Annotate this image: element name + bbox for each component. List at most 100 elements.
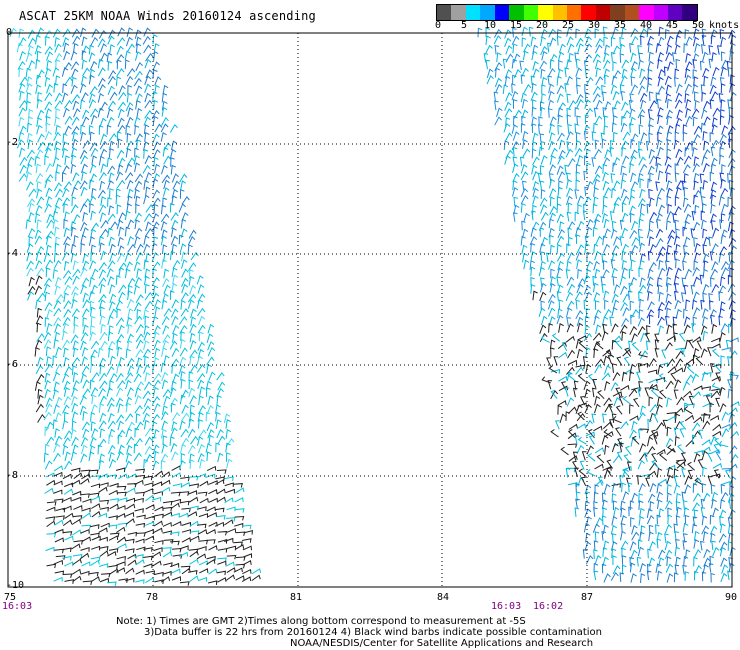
wind-barb <box>522 228 529 239</box>
wind-barb <box>658 308 664 319</box>
wind-barb <box>693 172 700 183</box>
wind-barb <box>207 429 215 439</box>
wind-barb <box>26 92 32 102</box>
wind-barb <box>539 332 548 343</box>
wind-barb <box>198 405 206 415</box>
wind-barb <box>44 301 53 311</box>
wind-barb <box>556 213 564 223</box>
wind-barb <box>27 139 34 150</box>
wind-barb <box>603 540 610 551</box>
wind-barb <box>657 364 664 375</box>
wind-barb <box>170 358 179 368</box>
wind-barb <box>683 316 691 326</box>
wind-barb <box>595 340 604 350</box>
wind-barb <box>594 139 600 150</box>
wind-barb <box>566 366 575 375</box>
wind-barb <box>692 267 700 277</box>
wind-barb <box>214 521 225 527</box>
note-line-3: NOAA/NESDIS/Center for Satellite Applica… <box>290 638 594 649</box>
wind-barb <box>71 387 79 397</box>
wind-barb <box>503 123 511 133</box>
wind-barb <box>727 388 733 399</box>
wind-barb <box>71 196 77 207</box>
wind-barb <box>89 203 94 213</box>
wind-barb <box>586 445 594 455</box>
wind-barb <box>63 227 70 238</box>
wind-barb <box>575 404 583 414</box>
wind-barb <box>197 506 207 511</box>
wind-barb <box>90 411 96 422</box>
wind-barb <box>494 44 500 55</box>
wind-barb <box>619 275 626 286</box>
wind-barb <box>135 413 141 423</box>
wind-barb <box>677 444 685 454</box>
wind-barb <box>88 451 95 462</box>
wind-barb <box>108 564 118 570</box>
wind-barb <box>550 390 559 400</box>
note-line-1: Note: 1) Times are GMT 2)Times along bot… <box>116 616 526 627</box>
colorbar-segment <box>465 5 481 20</box>
wind-barb <box>142 141 150 151</box>
wind-barb <box>572 451 578 461</box>
wind-barb <box>547 99 554 110</box>
wind-barb <box>162 547 172 552</box>
wind-barb <box>107 340 116 350</box>
wind-barb <box>134 404 143 414</box>
wind-barb <box>109 380 114 391</box>
wind-barb <box>178 234 184 245</box>
wind-barb <box>521 37 527 47</box>
wind-barb <box>702 149 711 159</box>
wind-barb <box>583 170 588 181</box>
colorbar-segment <box>523 5 539 20</box>
wind-barb <box>612 45 621 55</box>
wind-barb <box>171 412 181 421</box>
wind-barb <box>690 284 696 295</box>
wind-barb <box>494 100 499 111</box>
wind-barb <box>556 75 562 86</box>
wind-barb <box>117 236 124 247</box>
wind-barb <box>702 412 709 423</box>
wind-barb <box>637 387 642 397</box>
wind-barb <box>26 132 33 143</box>
wind-barb <box>582 548 588 559</box>
wind-barb <box>657 114 663 125</box>
wind-barb <box>574 435 580 445</box>
wind-barb <box>538 116 543 127</box>
wind-barb <box>70 467 81 473</box>
wind-barb <box>127 84 132 95</box>
wind-barb <box>628 195 635 205</box>
wind-barb <box>710 189 717 199</box>
wind-barb <box>216 496 226 503</box>
wind-barb <box>82 379 90 389</box>
wind-barb <box>162 511 173 517</box>
wind-barb <box>548 227 555 238</box>
wind-barb <box>548 83 555 94</box>
wind-barb <box>575 171 581 182</box>
wind-barb <box>549 188 557 198</box>
wind-barb <box>587 452 596 462</box>
wind-barb <box>594 364 603 374</box>
wind-barb <box>63 218 69 229</box>
wind-barb <box>727 356 732 366</box>
wind-barb <box>215 419 222 429</box>
wind-barb <box>567 482 578 487</box>
wind-barb <box>44 101 53 111</box>
wind-barb <box>622 468 630 478</box>
wind-barb <box>575 93 584 104</box>
wind-barb <box>72 496 82 502</box>
wind-barb <box>45 546 55 552</box>
wind-barb <box>45 230 54 240</box>
wind-barb <box>666 474 674 485</box>
wind-barb <box>558 323 564 333</box>
wind-barb <box>133 154 140 165</box>
wind-barb <box>727 274 733 285</box>
wind-barb <box>90 475 101 480</box>
wind-barb <box>181 268 189 278</box>
wind-barb <box>135 294 144 304</box>
wind-barb <box>640 35 645 46</box>
wind-barb <box>134 508 144 513</box>
wind-barb <box>630 333 638 343</box>
wind-barb <box>603 36 608 47</box>
wind-barb <box>161 410 169 421</box>
wind-barb <box>106 268 114 278</box>
